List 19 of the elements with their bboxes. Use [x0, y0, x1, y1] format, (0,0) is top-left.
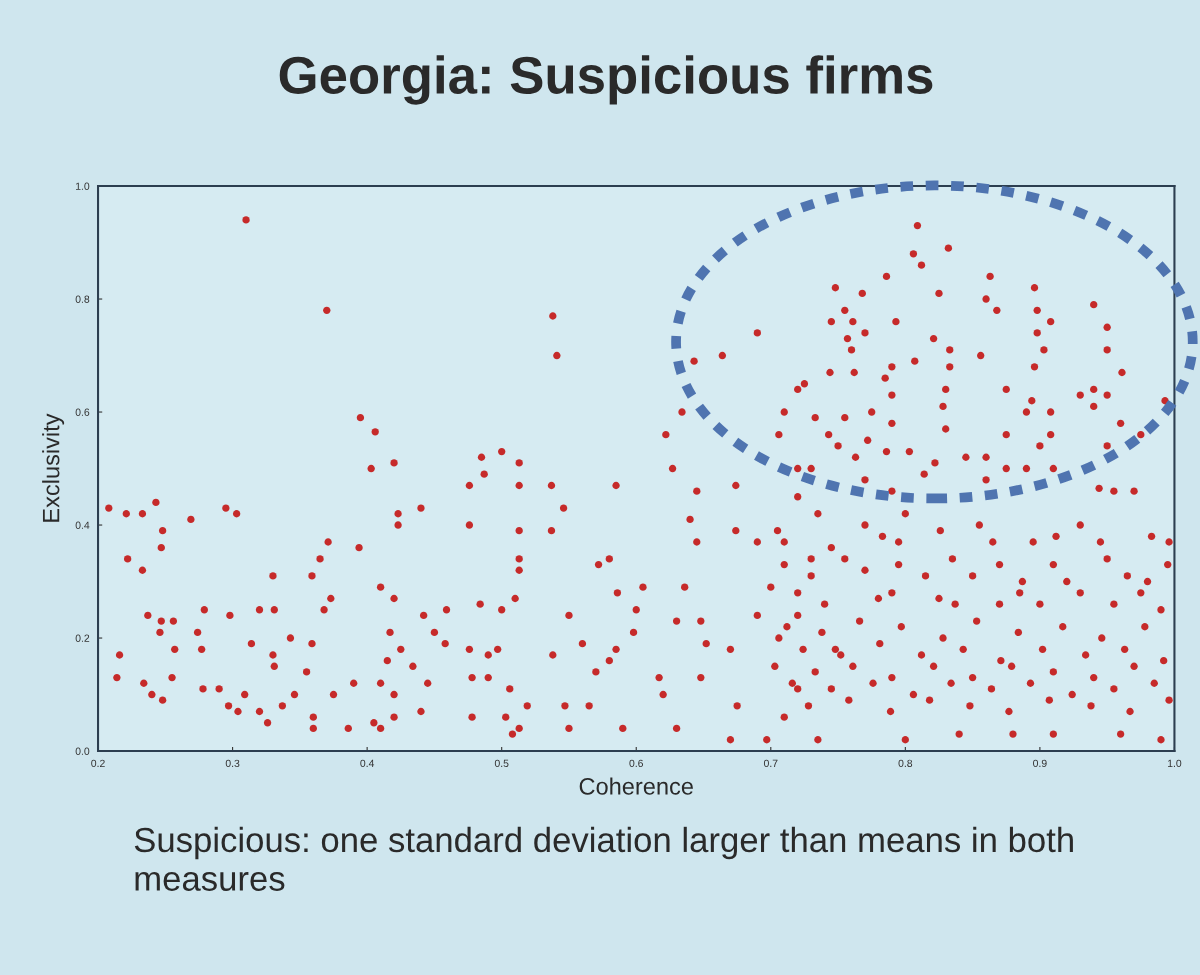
x-tick-label: 0.9: [1033, 759, 1047, 768]
x-tick-label: 0.7: [763, 759, 778, 768]
chart-title: Georgia: Suspicious firms: [279, 55, 933, 105]
x-tick-label: 0.4: [360, 759, 375, 768]
x-tick-label: 0.2: [91, 759, 105, 768]
y-tick-label: 0.8: [75, 295, 90, 303]
text: Suspicious: one standard deviation larger than means in both measures: [134, 826, 1073, 891]
x-tick-label: 1.0: [1167, 759, 1182, 768]
y-axis-title: Exclusivity: [42, 413, 65, 522]
y-tick-label: 0.6: [75, 408, 90, 416]
y-tick-label: 1.0: [76, 182, 90, 190]
x-tick-label: 0.5: [494, 759, 509, 768]
x-tick-label: 0.8: [898, 759, 913, 768]
x-tick-label: 0.6: [629, 759, 644, 768]
y-tick-label: 0.2: [75, 634, 90, 642]
x-tick-label: 0.3: [225, 759, 240, 768]
x-axis-title: Coherence: [579, 777, 693, 795]
y-tick-label: 0.4: [75, 521, 90, 529]
y-tick-label: 0.0: [75, 747, 90, 755]
